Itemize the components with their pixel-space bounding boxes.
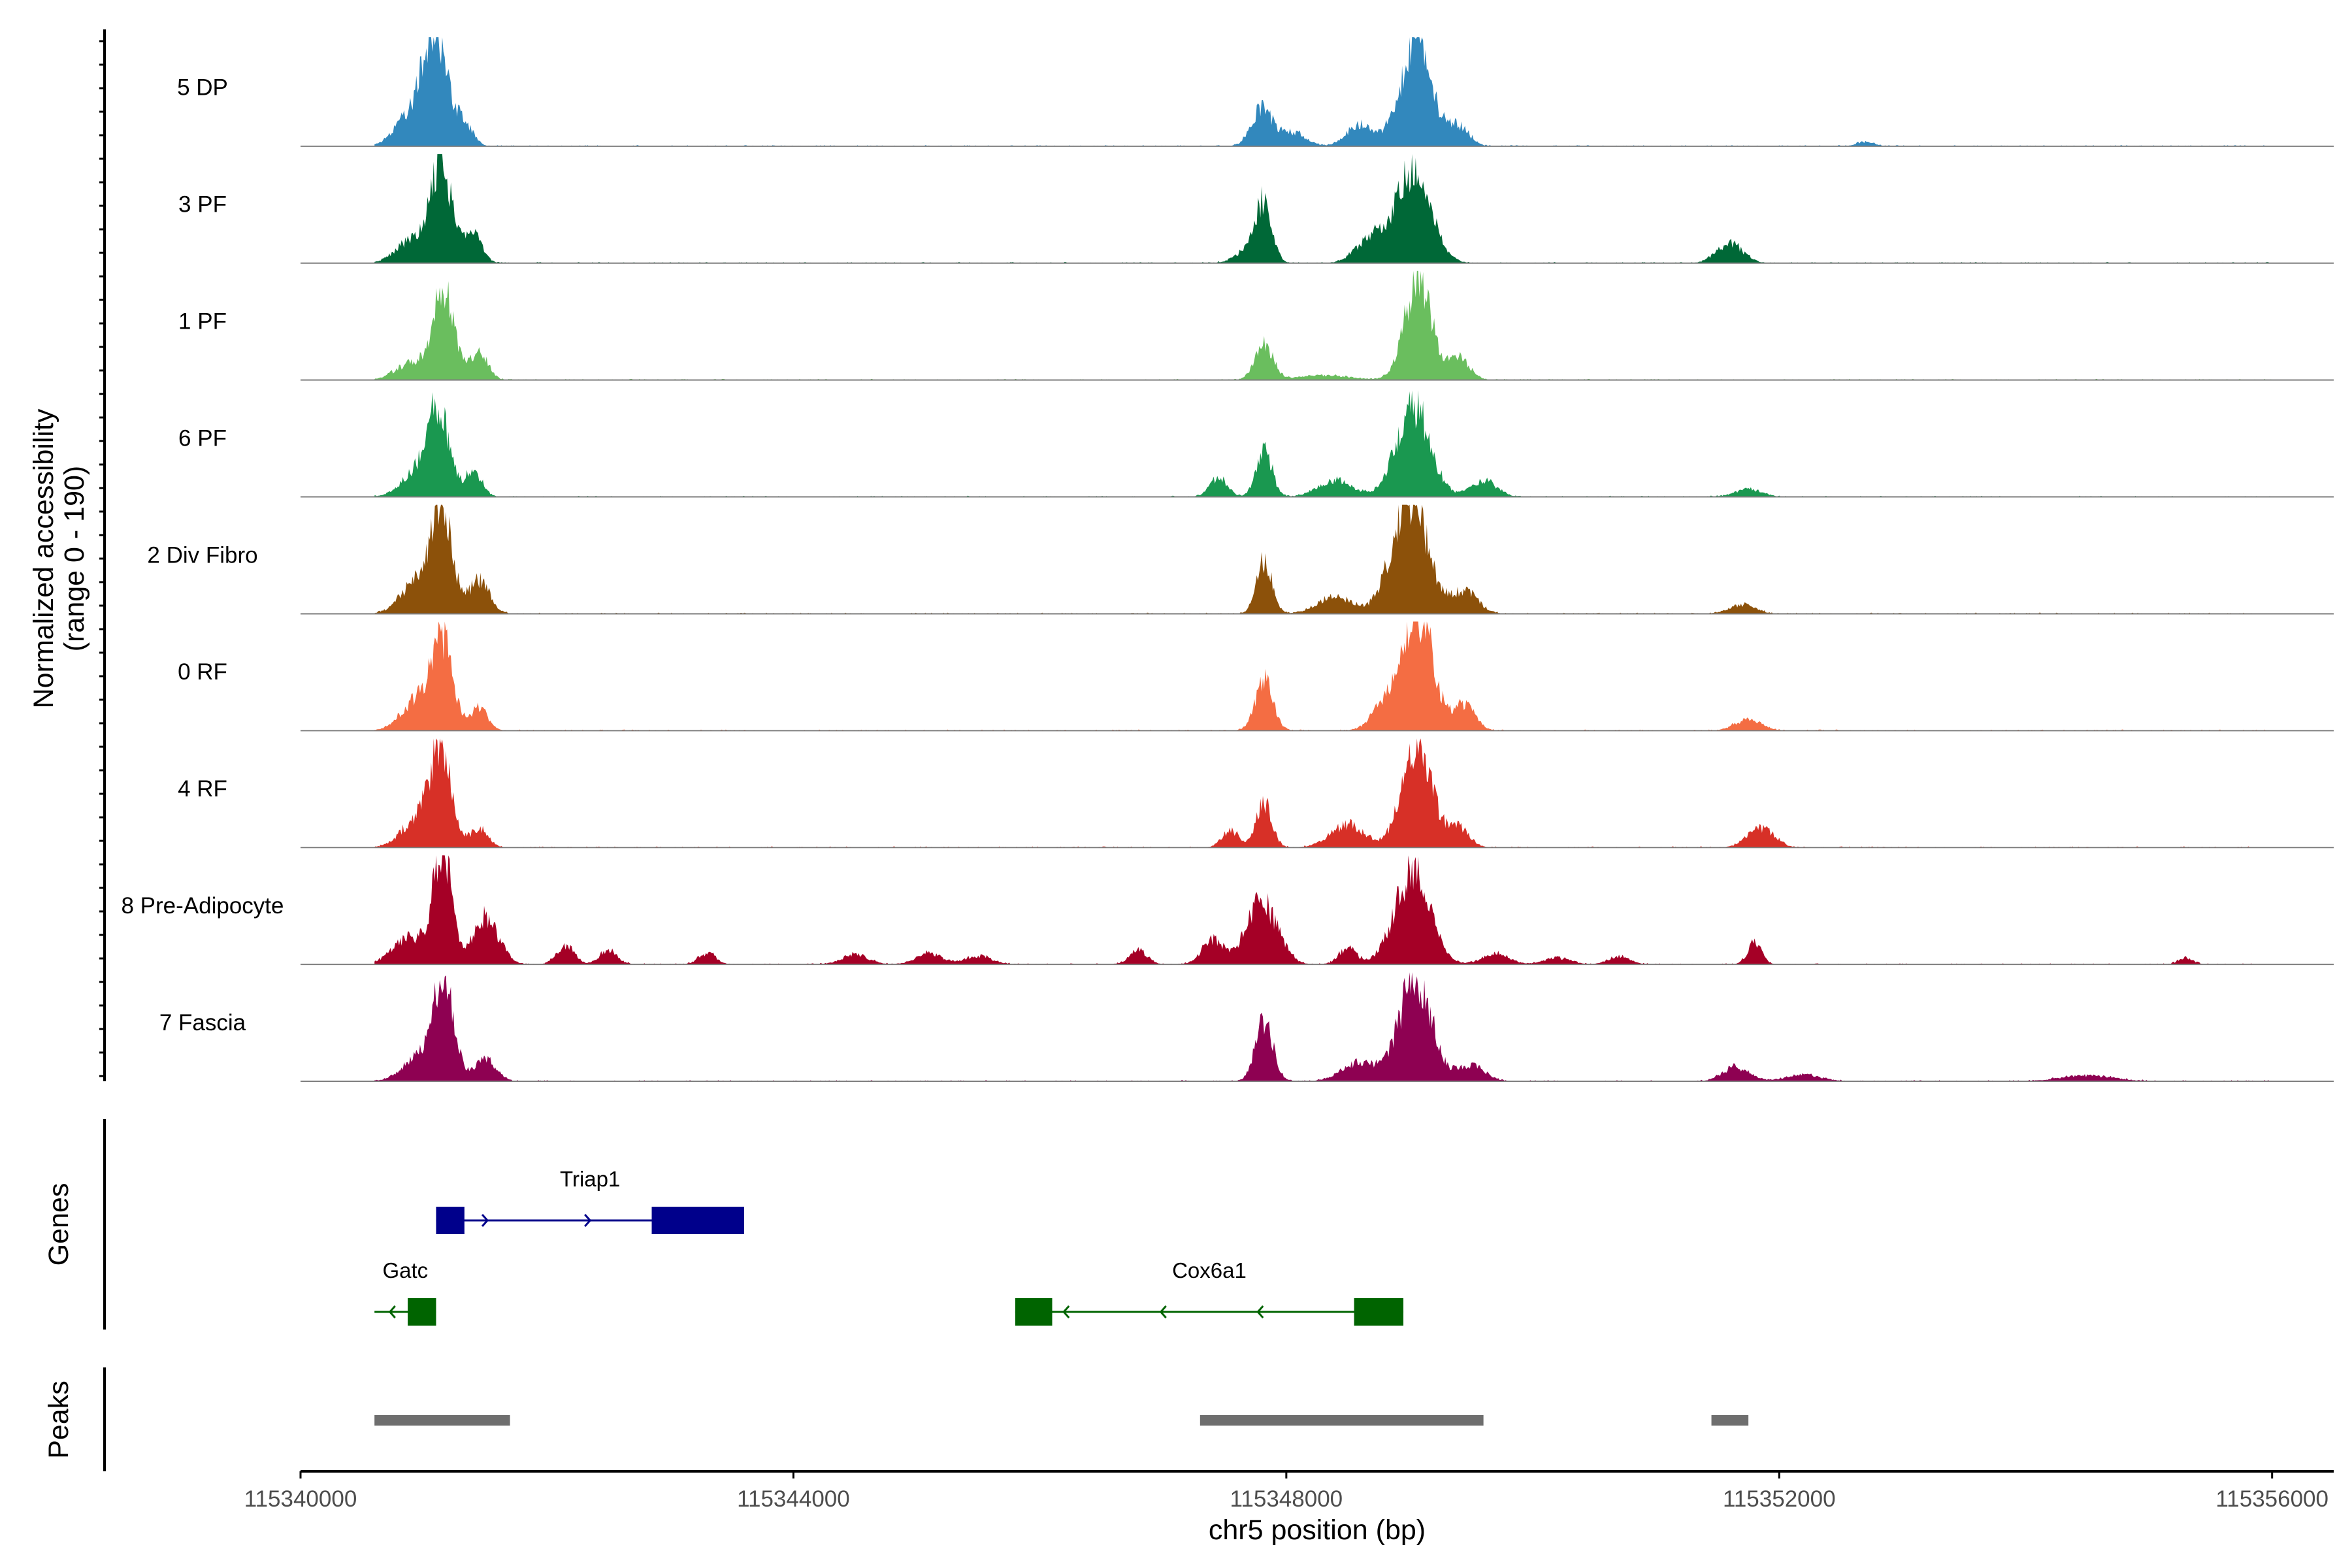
y-axis-title-range: (range 0 - 190) bbox=[59, 466, 90, 651]
track-label: 4 RF bbox=[178, 776, 227, 802]
strand-arrow bbox=[388, 1305, 396, 1318]
coverage-track: 2 Div Fibro bbox=[147, 504, 2334, 615]
strand-arrow bbox=[1256, 1305, 1264, 1318]
gene-exon bbox=[408, 1298, 436, 1326]
peak-regions bbox=[374, 1415, 1749, 1426]
x-tick-label: 115344000 bbox=[737, 1486, 850, 1512]
peak-region-bar bbox=[1711, 1415, 1749, 1426]
genes-panel-label: Genes bbox=[43, 1183, 74, 1266]
gene-exon bbox=[651, 1207, 744, 1234]
coverage-tracks: 5 DP 3 PF 1 PF 6 PF 2 Div Fibro 0 RF 4 RF 8 Pre… bbox=[121, 37, 2334, 1082]
gene-model: Gatc bbox=[374, 1258, 436, 1326]
gene-annotations: Triap1 Gatc Cox6a1 bbox=[374, 1167, 1404, 1326]
strand-arrow bbox=[1062, 1305, 1070, 1318]
coverage-track: 8 Pre-Adipocyte bbox=[121, 855, 2334, 966]
gene-name-label: Triap1 bbox=[560, 1167, 620, 1191]
track-label: 0 RF bbox=[178, 659, 227, 685]
track-label: 5 DP bbox=[177, 75, 228, 101]
track-label: 2 Div Fibro bbox=[147, 542, 257, 568]
strand-arrow bbox=[1159, 1305, 1167, 1318]
coverage-track: 1 PF bbox=[178, 270, 2334, 381]
x-axis-title: chr5 position (bp) bbox=[1209, 1514, 1426, 1546]
coverage-track: 6 PF bbox=[178, 390, 2334, 498]
track-label: 8 Pre-Adipocyte bbox=[121, 893, 284, 919]
gene-exon bbox=[1015, 1298, 1053, 1326]
track-label: 6 PF bbox=[178, 425, 227, 451]
track-label: 7 Fascia bbox=[159, 1010, 246, 1036]
track-label: 3 PF bbox=[178, 192, 227, 218]
peak-region-bar bbox=[1200, 1415, 1484, 1426]
peaks-panel-label: Peaks bbox=[43, 1380, 74, 1459]
strand-arrow bbox=[584, 1214, 592, 1227]
coverage-y-ticks bbox=[99, 40, 105, 1077]
x-axis-ticks: 115340000 115344000 115348000 115352000 1153… bbox=[244, 1471, 2328, 1512]
track-label: 1 PF bbox=[178, 308, 227, 334]
strand-arrow bbox=[481, 1214, 489, 1227]
coverage-track: 4 RF bbox=[178, 738, 2334, 849]
gene-name-label: Cox6a1 bbox=[1172, 1258, 1247, 1282]
coverage-track: 7 Fascia bbox=[159, 972, 2334, 1082]
x-tick-label: 115356000 bbox=[2215, 1486, 2328, 1512]
x-tick-label: 115348000 bbox=[1230, 1486, 1343, 1512]
coverage-track: 5 DP bbox=[177, 37, 2334, 147]
peak-region-bar bbox=[374, 1415, 510, 1426]
gene-exon bbox=[436, 1207, 465, 1234]
gene-exon bbox=[1354, 1298, 1404, 1326]
coverage-track: 0 RF bbox=[178, 621, 2334, 732]
coverage-track: 3 PF bbox=[178, 154, 2334, 264]
x-tick-label: 115352000 bbox=[1723, 1486, 1836, 1512]
gene-model: Cox6a1 bbox=[1015, 1258, 1404, 1326]
coverage-area bbox=[374, 855, 2272, 965]
x-tick-label: 115340000 bbox=[244, 1486, 357, 1512]
y-axis-title: Normalized accessibility bbox=[28, 408, 59, 708]
gene-model: Triap1 bbox=[436, 1167, 744, 1234]
gene-name-label: Gatc bbox=[382, 1258, 428, 1282]
